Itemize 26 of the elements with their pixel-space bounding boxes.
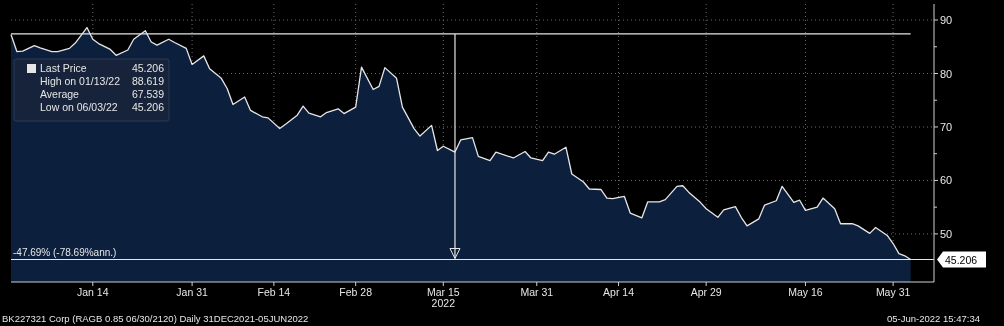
text: BK227321 Corp (RAGB 0.85 06/30/2120) Daily 31DEC2021-05JUN2022 xyxy=(2,313,309,324)
ref-line-label: -47.69% (-78.69%ann.) xyxy=(13,246,117,258)
annotation: 45.206 xyxy=(131,101,165,113)
y-tick-label: 70 xyxy=(940,120,953,133)
text: Average 67.539 xyxy=(40,88,164,100)
text: 45.206 xyxy=(945,253,978,266)
x-tick-label: Mar 15 xyxy=(426,286,460,298)
x-tick-label: Jan 31 xyxy=(176,286,209,298)
text: Low on 06/03/22 xyxy=(40,101,118,113)
y-tick-label: 80 xyxy=(940,67,953,80)
x-tick-label: Jan 14 xyxy=(77,286,109,298)
x-tick-label: Apr 29 xyxy=(690,286,722,298)
text: 05-Jun-2022 15:47:34 xyxy=(887,313,980,324)
legend-label: Last Price xyxy=(40,62,87,74)
y-tick-label: 50 xyxy=(940,227,953,240)
y-tick-label: 60 xyxy=(940,174,953,187)
x-tick-label: Feb 14 xyxy=(257,286,291,298)
y-tick-label: 90 xyxy=(940,14,953,27)
x-tick-label: Feb 28 xyxy=(339,286,373,298)
annotation: 45.206 xyxy=(131,62,165,74)
x-tick-label: May 31 xyxy=(875,286,911,298)
x-axis-title: 2022 xyxy=(431,297,456,309)
x-tick-label: Mar 31 xyxy=(520,286,554,298)
annotation: High on 01/13/22 88.619 xyxy=(40,75,165,87)
x-tick-label: Apr 14 xyxy=(603,286,635,298)
x-tick-label: May 16 xyxy=(788,286,823,298)
